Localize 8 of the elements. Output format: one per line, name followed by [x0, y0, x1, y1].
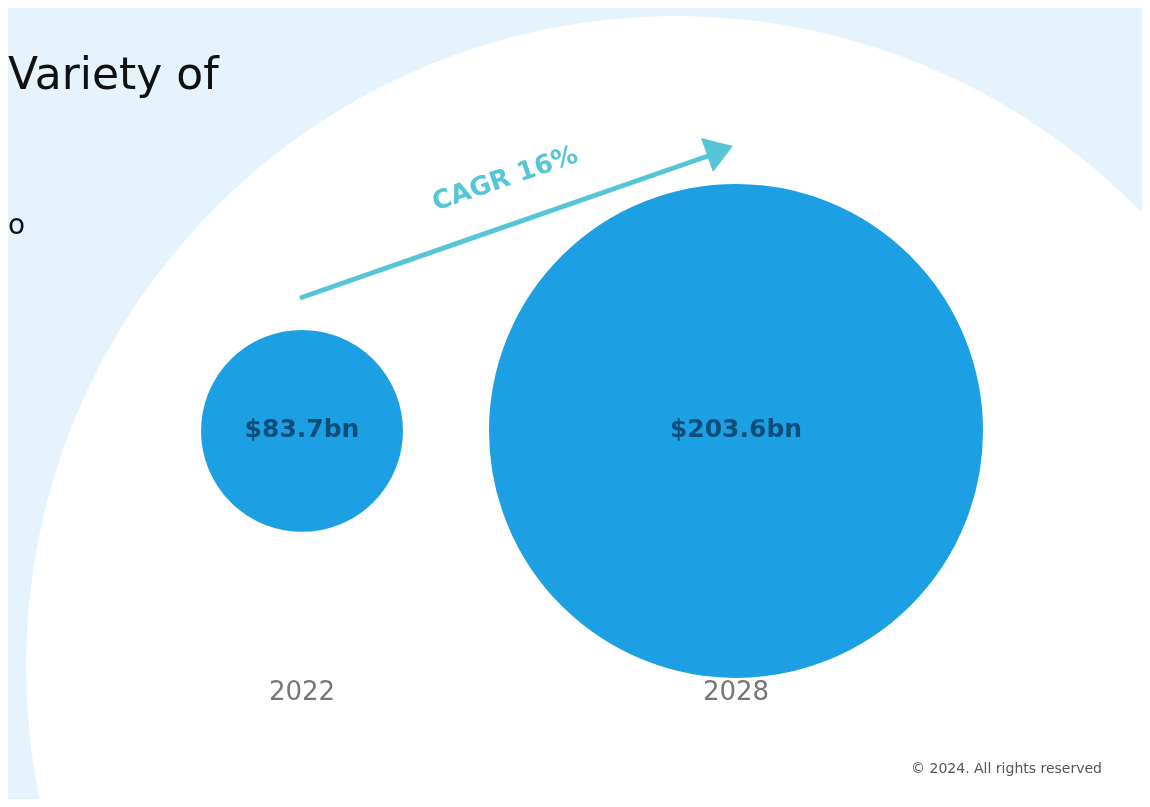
text: o	[8, 208, 26, 241]
data-label: $83.7bn	[244, 414, 360, 444]
category-label: 2022	[268, 676, 336, 707]
text: © 2024. All rights reserved	[911, 760, 1102, 776]
data-label: $203.6bn	[669, 414, 803, 444]
category-label: 2028	[702, 676, 770, 707]
text: Variety of	[8, 48, 219, 99]
text: CAGR 16%	[428, 138, 582, 217]
